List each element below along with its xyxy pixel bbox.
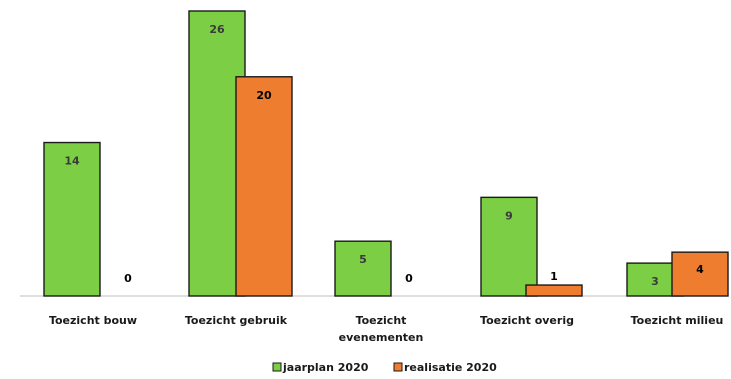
legend-label-realisatie: realisatie 2020: [404, 361, 497, 374]
data-label-jaarplan-1: 26: [209, 23, 225, 36]
bar-jaarplan-3: [480, 196, 538, 297]
data-label-realisatie-0: 0: [124, 272, 132, 285]
category-label-0: Toezicht bouw: [49, 314, 137, 327]
data-label-realisatie-4: 4: [696, 263, 704, 276]
data-label-jaarplan-0: 14: [64, 155, 80, 168]
data-label-jaarplan-2: 5: [359, 253, 367, 266]
bar-jaarplan-0: [43, 141, 101, 297]
bar-realisatie-3: [525, 284, 583, 297]
category-label-4: Toezicht milieu: [631, 314, 724, 327]
data-label-realisatie-1: 20: [256, 89, 272, 102]
legend-swatch-realisatie: [393, 362, 403, 372]
category-label-2-line-0: Toezicht: [356, 314, 407, 327]
bar-realisatie-4: [671, 251, 729, 297]
legend-swatch-jaarplan: [272, 362, 282, 372]
data-label-jaarplan-3: 9: [505, 209, 513, 222]
data-label-jaarplan-4: 3: [651, 275, 659, 288]
category-label-3: Toezicht overig: [480, 314, 574, 327]
data-label-realisatie-3: 1: [550, 270, 558, 283]
bar-jaarplan-2: [334, 240, 392, 297]
category-label-1: Toezicht gebruik: [185, 314, 288, 327]
legend-label-jaarplan: jaarplan 2020: [282, 361, 369, 374]
data-label-realisatie-2: 0: [405, 272, 413, 285]
bar-realisatie-1: [235, 76, 293, 297]
category-label-2-line-1: evenementen: [339, 331, 424, 344]
